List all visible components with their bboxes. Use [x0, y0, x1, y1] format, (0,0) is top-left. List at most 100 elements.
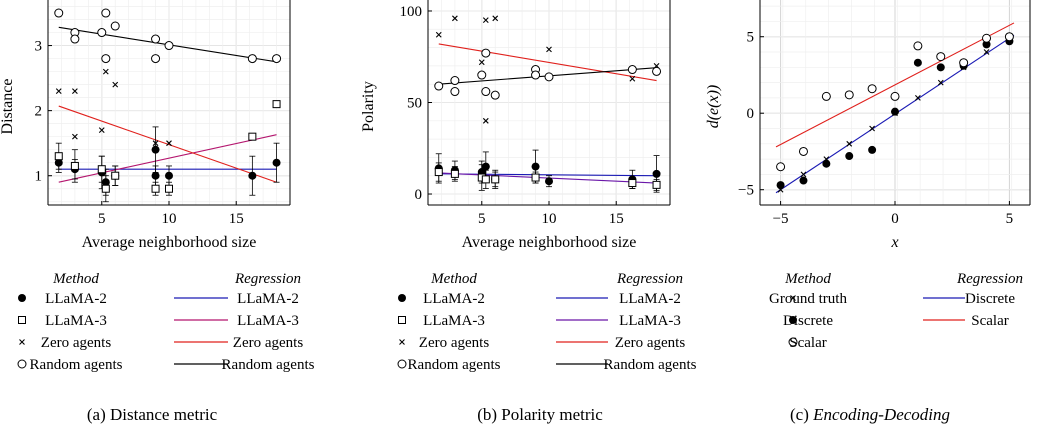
- data-point-random-agents: [652, 66, 662, 76]
- cross-stroke: [55, 88, 62, 95]
- x-axis-label: Average neighborhood size: [82, 234, 257, 251]
- legend-method-label: Discrete: [783, 313, 833, 329]
- cross-stroke: [869, 125, 876, 132]
- legend-method-title: Method: [784, 271, 831, 287]
- data-point-llama-2: [545, 177, 553, 186]
- data-point-llama-3: [434, 168, 443, 177]
- caption-text: Distance metric: [110, 405, 218, 424]
- data-point-zero-agents: [71, 88, 78, 95]
- y-tick-label: 50: [407, 96, 422, 112]
- cross-stroke: [629, 75, 636, 82]
- y-tick-label: 0: [415, 187, 423, 203]
- legend-method-label: Scalar: [789, 335, 826, 351]
- data-point-random-agents: [151, 54, 161, 64]
- data-point-scalar: [867, 84, 877, 94]
- cross-stroke: [790, 295, 796, 301]
- data-point-scalar: [821, 91, 831, 101]
- data-point-random-agents: [434, 81, 444, 91]
- legend-method-title: Method: [52, 271, 99, 287]
- data-point-discrete: [822, 159, 831, 168]
- data-point-random-agents: [627, 65, 637, 75]
- data-point-llama-3: [628, 179, 637, 188]
- data-point-discrete: [982, 40, 991, 49]
- data-point-zero-agents: [478, 59, 485, 66]
- data-point-zero-agents: [102, 68, 109, 75]
- data-point-zero-agents: [492, 15, 499, 22]
- data-point-zero-agents: [71, 133, 78, 140]
- x-tick-label: 15: [229, 211, 244, 227]
- data-point-zero-agents: [546, 46, 552, 53]
- data-point-llama-3: [101, 184, 110, 193]
- data-point-scalar: [776, 162, 786, 172]
- legend-method-label: Random agents: [30, 357, 123, 373]
- data-point-zero-agents: [451, 15, 458, 22]
- data-point-random-agents: [70, 34, 80, 44]
- data-point-llama-2: [272, 158, 281, 167]
- legend-regression-title: Regression: [616, 271, 683, 287]
- data-point-llama-2: [652, 169, 661, 178]
- legend-regression-label: Random agents: [222, 357, 315, 373]
- legend: Method Regression LLaMA-2 LLaMA-3 Zero agent…: [397, 271, 697, 373]
- data-point-llama-3: [165, 184, 173, 193]
- cross-stroke: [399, 339, 405, 345]
- panel-caption: (c) Encoding-Decoding: [790, 405, 950, 424]
- legend-marker-llama-3: [398, 316, 406, 324]
- cross-stroke: [482, 117, 489, 124]
- legend-marker-llama-2: [18, 294, 26, 302]
- legend-marker-llama-3: [18, 316, 26, 324]
- data-point-ground-truth: [914, 95, 921, 101]
- data-point-ground-truth: [846, 140, 853, 147]
- cross-stroke: [112, 81, 119, 88]
- data-point-ground-truth: [869, 125, 876, 132]
- x-tick-label: −5: [773, 211, 789, 227]
- data-point-llama-3: [70, 161, 79, 170]
- data-point-ground-truth: [800, 171, 807, 178]
- cross-stroke: [546, 46, 552, 53]
- data-point-scalar: [1004, 32, 1014, 42]
- regression-line-llama-3: [58, 134, 277, 183]
- data-point-random-agents: [97, 28, 107, 38]
- data-point-llama-3: [111, 171, 120, 180]
- cross-stroke: [800, 171, 807, 178]
- panel-caption: (a) Distance metric: [87, 405, 218, 424]
- legend-method-label: Ground truth: [769, 291, 847, 307]
- data-point-discrete: [891, 107, 899, 116]
- legend-method-label: Zero agents: [419, 335, 490, 351]
- data-point-zero-agents: [482, 117, 489, 124]
- data-point-random-agents: [481, 48, 491, 58]
- data-point-llama-2: [531, 162, 540, 171]
- legend-marker-random-agents: [397, 359, 407, 369]
- x-tick-label: 10: [542, 211, 557, 227]
- data-point-scalar: [936, 52, 946, 62]
- legend-marker-ground-truth: [790, 295, 796, 301]
- cross-stroke: [846, 140, 853, 147]
- data-point-random-agents: [481, 87, 491, 97]
- data-point-random-agents: [450, 76, 460, 86]
- panel-caption: (b) Polarity metric: [477, 405, 603, 424]
- legend-regression-label: LLaMA-3: [619, 313, 681, 329]
- x-axis-label: x: [890, 234, 898, 251]
- data-point-discrete: [845, 152, 854, 161]
- data-point-random-agents: [101, 8, 111, 18]
- caption-prefix: (b): [477, 405, 501, 424]
- legend-regression-label: Random agents: [604, 357, 697, 373]
- legend-marker-scalar: [788, 337, 798, 347]
- data-point-ground-truth: [983, 49, 990, 55]
- legend-regression-label: Discrete: [965, 291, 1015, 307]
- cross-stroke: [98, 127, 105, 134]
- data-point-discrete: [913, 58, 922, 67]
- data-point-random-agents: [164, 41, 174, 51]
- cross-stroke: [478, 59, 485, 66]
- cross-stroke: [71, 133, 78, 140]
- data-point-random-agents: [110, 21, 120, 31]
- data-point-scalar: [844, 90, 854, 100]
- data-point-random-agents: [54, 8, 64, 18]
- cross-stroke: [914, 95, 921, 101]
- x-tick-label: 10: [162, 211, 177, 227]
- data-point-llama-2: [165, 171, 173, 180]
- grid: [759, 0, 1030, 206]
- data-point-llama-2: [481, 162, 490, 171]
- data-point-zero-agents: [435, 31, 442, 38]
- data-point-ground-truth: [937, 79, 944, 86]
- legend-method-label: Zero agents: [41, 335, 112, 351]
